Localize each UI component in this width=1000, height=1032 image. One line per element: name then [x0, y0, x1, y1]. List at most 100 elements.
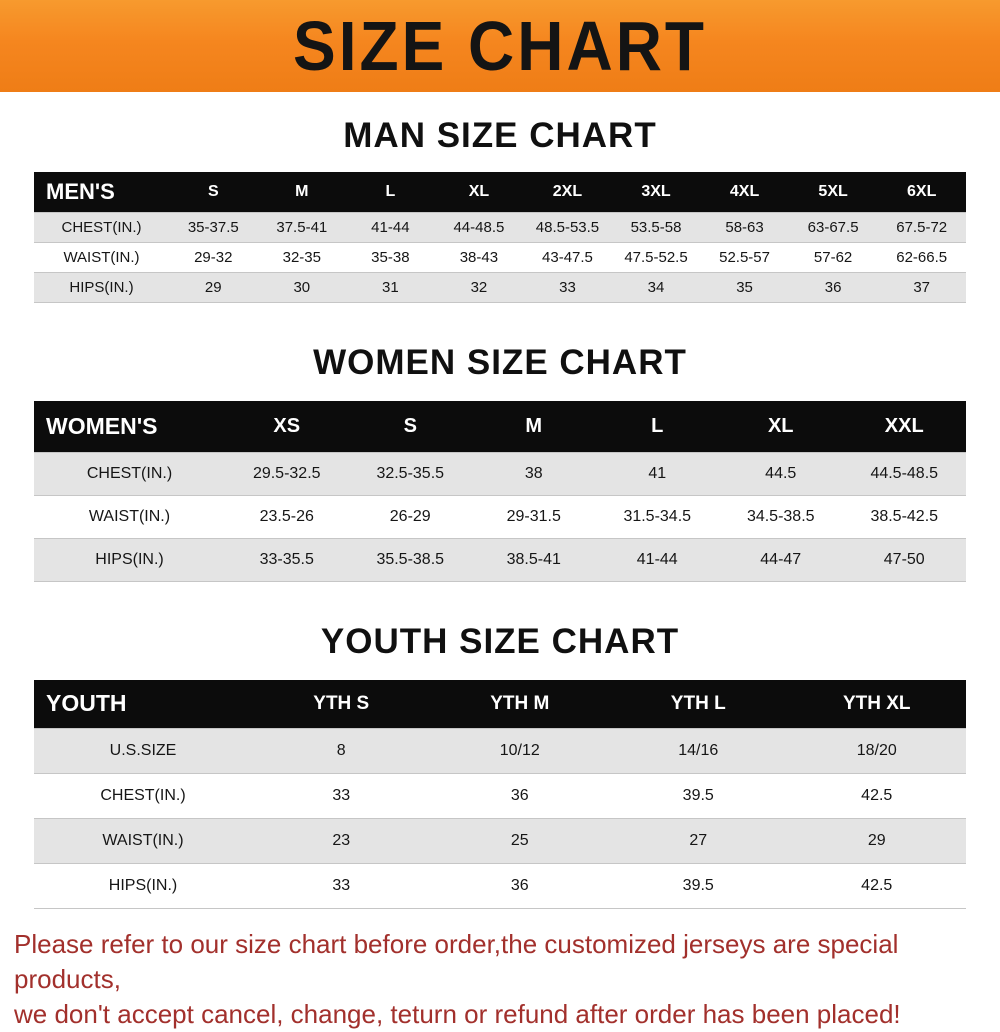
table-row: CHEST(IN.) 33 36 39.5 42.5 — [34, 772, 966, 819]
size-value-cell: 18/20 — [787, 727, 966, 774]
size-column-header: XL — [719, 400, 843, 453]
size-value-cell: 41 — [595, 452, 719, 496]
size-value-cell: 35.5-38.5 — [348, 538, 472, 582]
size-value-cell: 39.5 — [609, 772, 788, 819]
row-label-cell: WAIST(IN.) — [34, 495, 225, 539]
row-label-cell: CHEST(IN.) — [34, 452, 225, 496]
table-row: CHEST(IN.) 35-37.5 37.5-41 41-44 44-48.5 48.5… — [34, 211, 966, 243]
size-value-cell: 32.5-35.5 — [348, 452, 472, 496]
size-value-cell: 33-35.5 — [225, 538, 349, 582]
size-value-cell: 44-48.5 — [434, 211, 524, 243]
footer-line-2: we don't accept cancel, change, teturn o… — [14, 998, 901, 1029]
size-column-header: 3XL — [611, 172, 701, 212]
size-value-cell: 36 — [430, 862, 609, 909]
size-value-cell: 39.5 — [609, 862, 788, 909]
size-column-header: S — [348, 400, 472, 453]
size-value-cell: 47.5-52.5 — [611, 241, 701, 273]
row-label-cell: HIPS(IN.) — [34, 862, 252, 909]
header-row: YOUTH YTH S YTH M YTH L YTH XL — [34, 680, 966, 728]
table-head: MEN'S S M L XL 2XL 3XL 4XL 5XL 6XL — [34, 172, 966, 212]
size-value-cell: 30 — [257, 271, 347, 303]
size-column-header: XL — [434, 172, 524, 212]
size-column-header: 4XL — [700, 172, 789, 212]
size-value-cell: 47-50 — [842, 538, 966, 582]
size-value-cell: 36 — [430, 772, 609, 819]
size-value-cell: 23 — [252, 817, 431, 864]
size-column-header: YTH L — [609, 680, 788, 728]
women-section-heading: WOMEN SIZE CHART — [313, 342, 687, 382]
size-value-cell: 33 — [523, 271, 612, 303]
size-value-cell: 44.5-48.5 — [842, 452, 966, 496]
size-value-cell: 38 — [472, 452, 596, 496]
women-size-table: WOMEN'S XS S M L XL XXL CHEST(IN.) 29.5-32.5 32.5… — [34, 400, 966, 582]
size-column-header: 2XL — [523, 172, 612, 212]
size-value-cell: 31.5-34.5 — [595, 495, 719, 539]
page-title: SIZE CHART — [293, 7, 707, 85]
table-head: WOMEN'S XS S M L XL XXL — [34, 400, 966, 453]
table-row: HIPS(IN.) 29 30 31 32 33 34 35 36 37 — [34, 271, 966, 303]
size-value-cell: 35 — [700, 271, 789, 303]
man-size-table: MEN'S S M L XL 2XL 3XL 4XL 5XL 6XL CHEST(IN.) 35-37… — [34, 172, 966, 303]
table-body: U.S.SIZE 8 10/12 14/16 18/20 CHEST(IN.) 33 36 39… — [34, 727, 966, 909]
size-value-cell: 38-43 — [434, 241, 524, 273]
size-column-header: YTH S — [252, 680, 431, 728]
size-value-cell: 41-44 — [346, 211, 435, 243]
size-value-cell: 38.5-41 — [472, 538, 596, 582]
size-value-cell: 29 — [787, 817, 966, 864]
row-label-cell: CHEST(IN.) — [34, 211, 169, 243]
size-value-cell: 53.5-58 — [611, 211, 701, 243]
size-value-cell: 42.5 — [787, 772, 966, 819]
table-body: CHEST(IN.) 29.5-32.5 32.5-35.5 38 41 44.5 44.5… — [34, 452, 966, 582]
header-row: MEN'S S M L XL 2XL 3XL 4XL 5XL 6XL — [34, 172, 966, 212]
size-value-cell: 58-63 — [700, 211, 789, 243]
table-row: WAIST(IN.) 23 25 27 29 — [34, 817, 966, 864]
size-value-cell: 29-32 — [169, 241, 258, 273]
size-value-cell: 34 — [611, 271, 701, 303]
size-value-cell: 32 — [434, 271, 524, 303]
size-value-cell: 44.5 — [719, 452, 843, 496]
footer-note: Please refer to our size chart before or… — [14, 927, 1000, 1032]
youth-size-table: YOUTH YTH S YTH M YTH L YTH XL U.S.SIZE 8 10/12… — [34, 680, 966, 909]
table-row: U.S.SIZE 8 10/12 14/16 18/20 — [34, 727, 966, 774]
size-value-cell: 8 — [252, 727, 431, 774]
size-value-cell: 36 — [788, 271, 878, 303]
youth-size-section: YOUTH SIZE CHART YOUTH YTH S YTH M YTH L YTH… — [0, 622, 1000, 909]
table-row: HIPS(IN.) 33 36 39.5 42.5 — [34, 862, 966, 909]
table-title-cell: WOMEN'S — [34, 400, 225, 453]
table-body: CHEST(IN.) 35-37.5 37.5-41 41-44 44-48.5 48.5… — [34, 211, 966, 303]
size-column-header: YTH M — [430, 680, 609, 728]
row-label-cell: WAIST(IN.) — [34, 817, 252, 864]
row-label-cell: CHEST(IN.) — [34, 772, 252, 819]
size-value-cell: 33 — [252, 862, 431, 909]
size-column-header: M — [257, 172, 347, 212]
size-value-cell: 25 — [430, 817, 609, 864]
footer-line-1: Please refer to our size chart before or… — [14, 928, 899, 994]
size-value-cell: 41-44 — [595, 538, 719, 582]
row-label-cell: WAIST(IN.) — [34, 241, 169, 273]
size-value-cell: 14/16 — [609, 727, 788, 774]
size-value-cell: 35-38 — [346, 241, 435, 273]
size-value-cell: 31 — [346, 271, 435, 303]
size-column-header: XXL — [842, 400, 966, 453]
table-row: CHEST(IN.) 29.5-32.5 32.5-35.5 38 41 44.5 44.5… — [34, 452, 966, 496]
youth-section-heading: YOUTH SIZE CHART — [320, 622, 680, 661]
size-column-header: 5XL — [788, 172, 878, 212]
size-value-cell: 29 — [169, 271, 258, 303]
size-column-header: YTH XL — [787, 680, 966, 728]
size-value-cell: 29-31.5 — [472, 495, 596, 539]
size-value-cell: 37 — [877, 271, 966, 303]
table-row: HIPS(IN.) 33-35.5 35.5-38.5 38.5-41 41-44 44-… — [34, 538, 966, 582]
size-column-header: S — [169, 172, 258, 212]
table-title-cell: YOUTH — [34, 680, 252, 728]
size-value-cell: 10/12 — [430, 727, 609, 774]
women-size-section: WOMEN SIZE CHART WOMEN'S XS S M L XL XXL CHEST(… — [0, 342, 1000, 582]
size-value-cell: 33 — [252, 772, 431, 819]
man-size-section: MAN SIZE CHART MEN'S S M L XL 2XL 3XL 4XL 5XL 6XL… — [0, 116, 1000, 303]
size-column-header: M — [472, 400, 596, 453]
man-section-heading: MAN SIZE CHART — [343, 116, 657, 155]
size-value-cell: 48.5-53.5 — [523, 211, 612, 243]
size-value-cell: 38.5-42.5 — [842, 495, 966, 539]
size-column-header: XS — [225, 400, 349, 453]
size-value-cell: 63-67.5 — [788, 211, 878, 243]
header-row: WOMEN'S XS S M L XL XXL — [34, 400, 966, 453]
